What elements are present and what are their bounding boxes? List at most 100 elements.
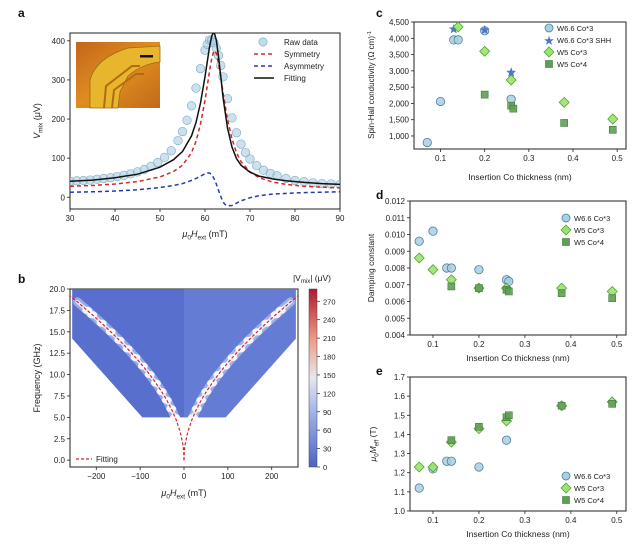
panel-d-point-circle	[446, 263, 456, 273]
panel-e-point-circle	[501, 435, 512, 445]
legend-c-square-marker	[545, 60, 553, 68]
panel-b-ytick-label: 7.5	[54, 392, 66, 401]
raw-data-point	[231, 128, 242, 138]
panel-d-ytick-label: 0.009	[385, 247, 406, 256]
legend-a-asym-label: Asymmetry	[284, 62, 324, 71]
panel-c-ticks: 0.1 0.2 0.3 0.4 0.5 1,000 1,500 2,000 2,500 3,000…	[389, 18, 623, 163]
panel-b-legend: Fitting	[76, 455, 118, 464]
panel-d-xlabel: Insertion Co thickness (nm)	[466, 353, 570, 363]
colorbar-tick-label: 210	[323, 334, 336, 343]
panel-c-point-circle	[435, 96, 446, 107]
panel-a-ytick-label: 400	[52, 37, 66, 46]
legend-e-circle-marker	[561, 471, 571, 481]
resonance-spot	[144, 370, 155, 379]
colorbar-tick-label: 180	[323, 353, 336, 362]
panel-c-spin-hall: 0.1 0.2 0.3 0.4 0.5 1,000 1,500 2,000 2,500 3,000…	[367, 18, 627, 182]
legend-e-diamond-marker	[560, 482, 572, 494]
panel-e-ytick-label: 1.7	[394, 373, 406, 382]
raw-data-point	[173, 135, 183, 146]
colorbar-tick-label: 30	[323, 445, 331, 454]
colorbar-tick-label: 0	[323, 463, 327, 472]
colorbar-title: |Vmix| (μV)	[293, 273, 331, 285]
panel-d-ytick-label: 0.007	[385, 281, 406, 290]
panel-a-xtick-label: 90	[336, 214, 345, 223]
legend-c-diamond-marker	[543, 46, 555, 58]
panel-e-ytick-label: 1.3	[394, 450, 406, 459]
inset-electrode-pad	[89, 45, 161, 109]
legend-e-label-2: W5 Co*4	[574, 496, 604, 505]
panel-b-ytick-label: 2.5	[54, 435, 66, 444]
inset-signal-line-1	[103, 65, 140, 109]
inset-scale-bar	[140, 55, 153, 58]
resonance-spot	[220, 362, 231, 370]
panel-a-xtick-label: 30	[66, 214, 75, 223]
resonance-spot	[196, 396, 207, 404]
panel-c-ytick-label: 2,500	[389, 83, 410, 92]
panel-a-xlabel: μ0Hext (mT)	[181, 229, 227, 242]
panel-a-series	[70, 33, 340, 207]
panel-c-point-diamond	[505, 74, 517, 86]
panel-c-ytick-label: 2,000	[389, 99, 410, 108]
panel-b-xtick-label: 200	[265, 472, 279, 481]
panel-e-ticks: 0.1 0.2 0.3 0.4 0.5 1.0 1.1 1.2 1.3 1.4 1.5 1.6 1.7	[394, 373, 623, 525]
panel-d-damping: 0.1 0.2 0.3 0.4 0.5 0.004 0.005 0.006 0.007 0.008…	[366, 197, 627, 363]
panel-b-ylabel: Frequency (GHz)	[32, 343, 42, 412]
raw-data-point	[182, 115, 192, 125]
panel-e-legend: W6.6 Co*3 W5 Co*3 W5 Co*4	[560, 471, 610, 505]
legend-c-label-1: W6.6 Co*3 SHH	[557, 36, 611, 45]
resonance-spot	[243, 336, 254, 344]
panel-e-ytick-label: 1.4	[394, 430, 406, 439]
raw-data-point	[153, 157, 163, 168]
panel-a-xtick-label: 70	[246, 214, 255, 223]
inset-signal-line-2	[111, 73, 144, 109]
raw-data-point	[159, 152, 170, 162]
resonance-spot	[207, 379, 218, 387]
panel-d-xtick-label: 0.2	[473, 340, 485, 349]
raw-data-point	[177, 126, 188, 137]
resonance-spot	[170, 413, 181, 421]
panel-b-xlabel: μ0Hext (mT)	[160, 488, 206, 501]
legend-d-label-1: W5 Co*3	[574, 226, 604, 235]
legend-d-diamond-marker	[560, 224, 572, 236]
panel-b-heatmap	[70, 289, 298, 461]
legend-e-label-0: W6.6 Co*3	[574, 472, 610, 481]
panel-e-point-diamond	[427, 461, 439, 473]
legend-c-star-marker	[544, 35, 554, 45]
resonance-spot	[201, 388, 212, 396]
legend-d-square-marker	[562, 238, 570, 246]
panel-a-ytick-label: 0	[61, 193, 66, 202]
panel-b-xtick-label: 100	[221, 472, 235, 481]
panel-c-ylabel: Spin-Hall conductivity (Ω cm)-1	[367, 31, 376, 139]
colorbar-tick-label: 270	[323, 297, 336, 306]
panel-d-ytick-label: 0.006	[385, 298, 406, 307]
panel-d-xtick-label: 0.4	[565, 340, 577, 349]
panel-letter-e: e	[376, 364, 383, 378]
legend-c-label-3: W5 Co*4	[557, 60, 587, 69]
kittel-fit-line	[183, 295, 298, 461]
panel-b-frequency-map: −200 −100 0 100 200 0.0 2.5 5.0 7.5 10.0 12.5 15.0 1…	[32, 273, 336, 501]
panel-c-ytick-label: 1,000	[389, 132, 410, 141]
panel-d-ytick-label: 0.004	[385, 331, 406, 340]
panel-d-xtick-label: 0.1	[427, 340, 439, 349]
panel-a-ytick-label: 300	[52, 76, 66, 85]
panel-a-xtick-label: 60	[201, 214, 210, 223]
panel-d-legend: W6.6 Co*3 W5 Co*3 W5 Co*4	[560, 213, 610, 247]
panel-c-ytick-label: 4,000	[389, 34, 410, 43]
panel-c-xtick-label: 0.2	[479, 154, 491, 163]
panel-d-point-circle	[428, 226, 438, 236]
panel-b-ytick-label: 12.5	[49, 349, 65, 358]
legend-c-circle-marker	[544, 23, 554, 33]
panel-e-ytick-label: 1.6	[394, 392, 406, 401]
resonance-spot	[114, 336, 125, 344]
panel-c-ytick-label: 1,500	[389, 116, 410, 125]
legend-a-raw-marker	[258, 37, 268, 47]
panel-c-point-square	[608, 125, 617, 134]
panel-e-point-diamond	[413, 461, 425, 473]
panel-c-point-square	[480, 90, 489, 99]
panel-c-point-square	[509, 104, 518, 113]
panel-e-point-circle	[474, 462, 484, 472]
panel-e-points	[413, 396, 618, 493]
panel-e-meff: 0.1 0.2 0.3 0.4 0.51.01.11.21.31.41.51.61.7 …	[368, 373, 627, 539]
resonance-spot	[161, 396, 172, 404]
panel-d-points	[413, 226, 618, 302]
